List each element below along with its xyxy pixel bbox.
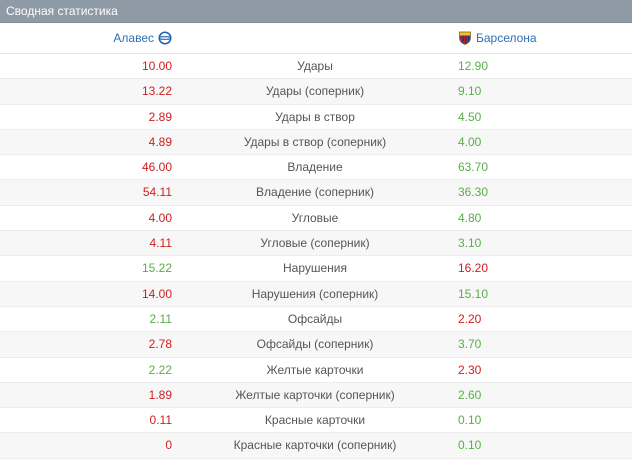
home-value: 46.00 [141, 160, 172, 175]
stat-label: Офсайды [287, 311, 343, 326]
stat-label: Удары (соперник) [265, 84, 365, 99]
stat-label: Удары в створ (соперник) [243, 134, 387, 149]
home-value: 14.00 [141, 286, 172, 301]
away-value: 36.30 [458, 185, 489, 200]
home-value: 1.89 [148, 387, 172, 402]
stat-label: Красные карточки [264, 413, 366, 428]
home-value: 0.11 [149, 413, 172, 428]
away-value: 2.60 [458, 387, 482, 402]
home-value: 13.22 [141, 84, 172, 99]
alaves-crest-icon [158, 31, 172, 45]
stat-label: Желтые карточки (соперник) [235, 387, 395, 402]
stat-label: Нарушения (соперник) [251, 286, 379, 301]
stat-label: Желтые карточки [266, 362, 364, 377]
away-team-name: Барселона [476, 31, 537, 45]
away-value: 12.90 [458, 59, 489, 73]
home-value: 2.78 [148, 337, 172, 352]
stat-row: 4.11 Угловые (соперник) 3.10 [0, 231, 632, 257]
stat-row: 54.11 Владение (соперник) 36.30 [0, 180, 632, 206]
stat-row: 2.11 Офсайды 2.20 [0, 307, 632, 333]
away-value: 63.70 [458, 160, 489, 175]
away-value: 2.30 [458, 362, 482, 377]
away-value: 15.10 [458, 286, 489, 301]
stat-label: Нарушения [282, 261, 347, 276]
home-value: 2.22 [148, 362, 172, 377]
away-value: 4.80 [458, 210, 482, 225]
stat-label: Угловые (соперник) [260, 236, 370, 251]
home-value: 4.11 [149, 236, 172, 251]
away-value: 4.50 [458, 109, 482, 124]
stat-label: Владение (соперник) [256, 185, 374, 200]
home-value: 54.11 [142, 185, 172, 200]
stat-row: 0.11 Красные карточки 0.10 [0, 408, 632, 434]
stat-row: 2.22 Желтые карточки 2.30 [0, 358, 632, 383]
stat-row: 4.00 Угловые 4.80 [0, 206, 632, 232]
stat-label: Владение [287, 160, 343, 175]
stat-label: Удары в створ [275, 109, 355, 124]
home-value: 2.89 [148, 109, 172, 124]
away-value: 0.10 [458, 438, 482, 453]
away-value: 3.10 [458, 236, 482, 251]
away-value: 2.20 [458, 311, 482, 326]
home-team-link[interactable]: Алавес [113, 31, 172, 45]
stat-row: 14.00 Нарушения (соперник) 15.10 [0, 281, 632, 307]
home-value: 0 [165, 438, 172, 453]
away-value: 0.10 [458, 413, 482, 428]
stat-row: 4.89 Удары в створ (соперник) 4.00 [0, 129, 632, 156]
stat-row: 46.00 Владение 63.70 [0, 155, 632, 181]
stat-row: 15.22 Нарушения 16.20 [0, 256, 632, 282]
away-value: 16.20 [458, 261, 489, 276]
home-value: 15.22 [141, 261, 172, 276]
stat-row: 13.22 Удары (соперник) 9.10 [0, 79, 632, 105]
stat-label: Удары [297, 59, 333, 73]
home-team-name: Алавес [113, 31, 154, 45]
stat-label: Красные карточки (соперник) [233, 438, 397, 453]
barcelona-crest-icon [458, 31, 472, 45]
stat-label: Угловые [291, 210, 339, 225]
teams-header: Алавес Бар [0, 23, 632, 54]
home-value: 4.00 [148, 210, 172, 225]
home-value: 4.89 [148, 134, 172, 149]
stat-row: 2.78 Офсайды (соперник) 3.70 [0, 332, 632, 358]
panel-title: Сводная статистика [0, 0, 632, 23]
away-value: 3.70 [458, 337, 482, 352]
stat-label: Офсайды (соперник) [256, 337, 374, 352]
stat-row: 10.00 Удары 12.90 [0, 54, 632, 80]
stat-row: 1.89 Желтые карточки (соперник) 2.60 [0, 382, 632, 409]
home-value: 10.00 [141, 59, 172, 73]
stats-table: 10.00 Удары 12.90 13.22 Удары (соперник) 9.10… [0, 54, 632, 459]
away-value: 4.00 [458, 134, 482, 149]
away-value: 9.10 [458, 84, 482, 99]
home-value: 2.11 [149, 311, 172, 326]
stat-row: 0 Красные карточки (соперник) 0.10 [0, 433, 632, 459]
stat-row: 2.89 Удары в створ 4.50 [0, 105, 632, 130]
away-team-link[interactable]: Барселона [458, 31, 537, 45]
